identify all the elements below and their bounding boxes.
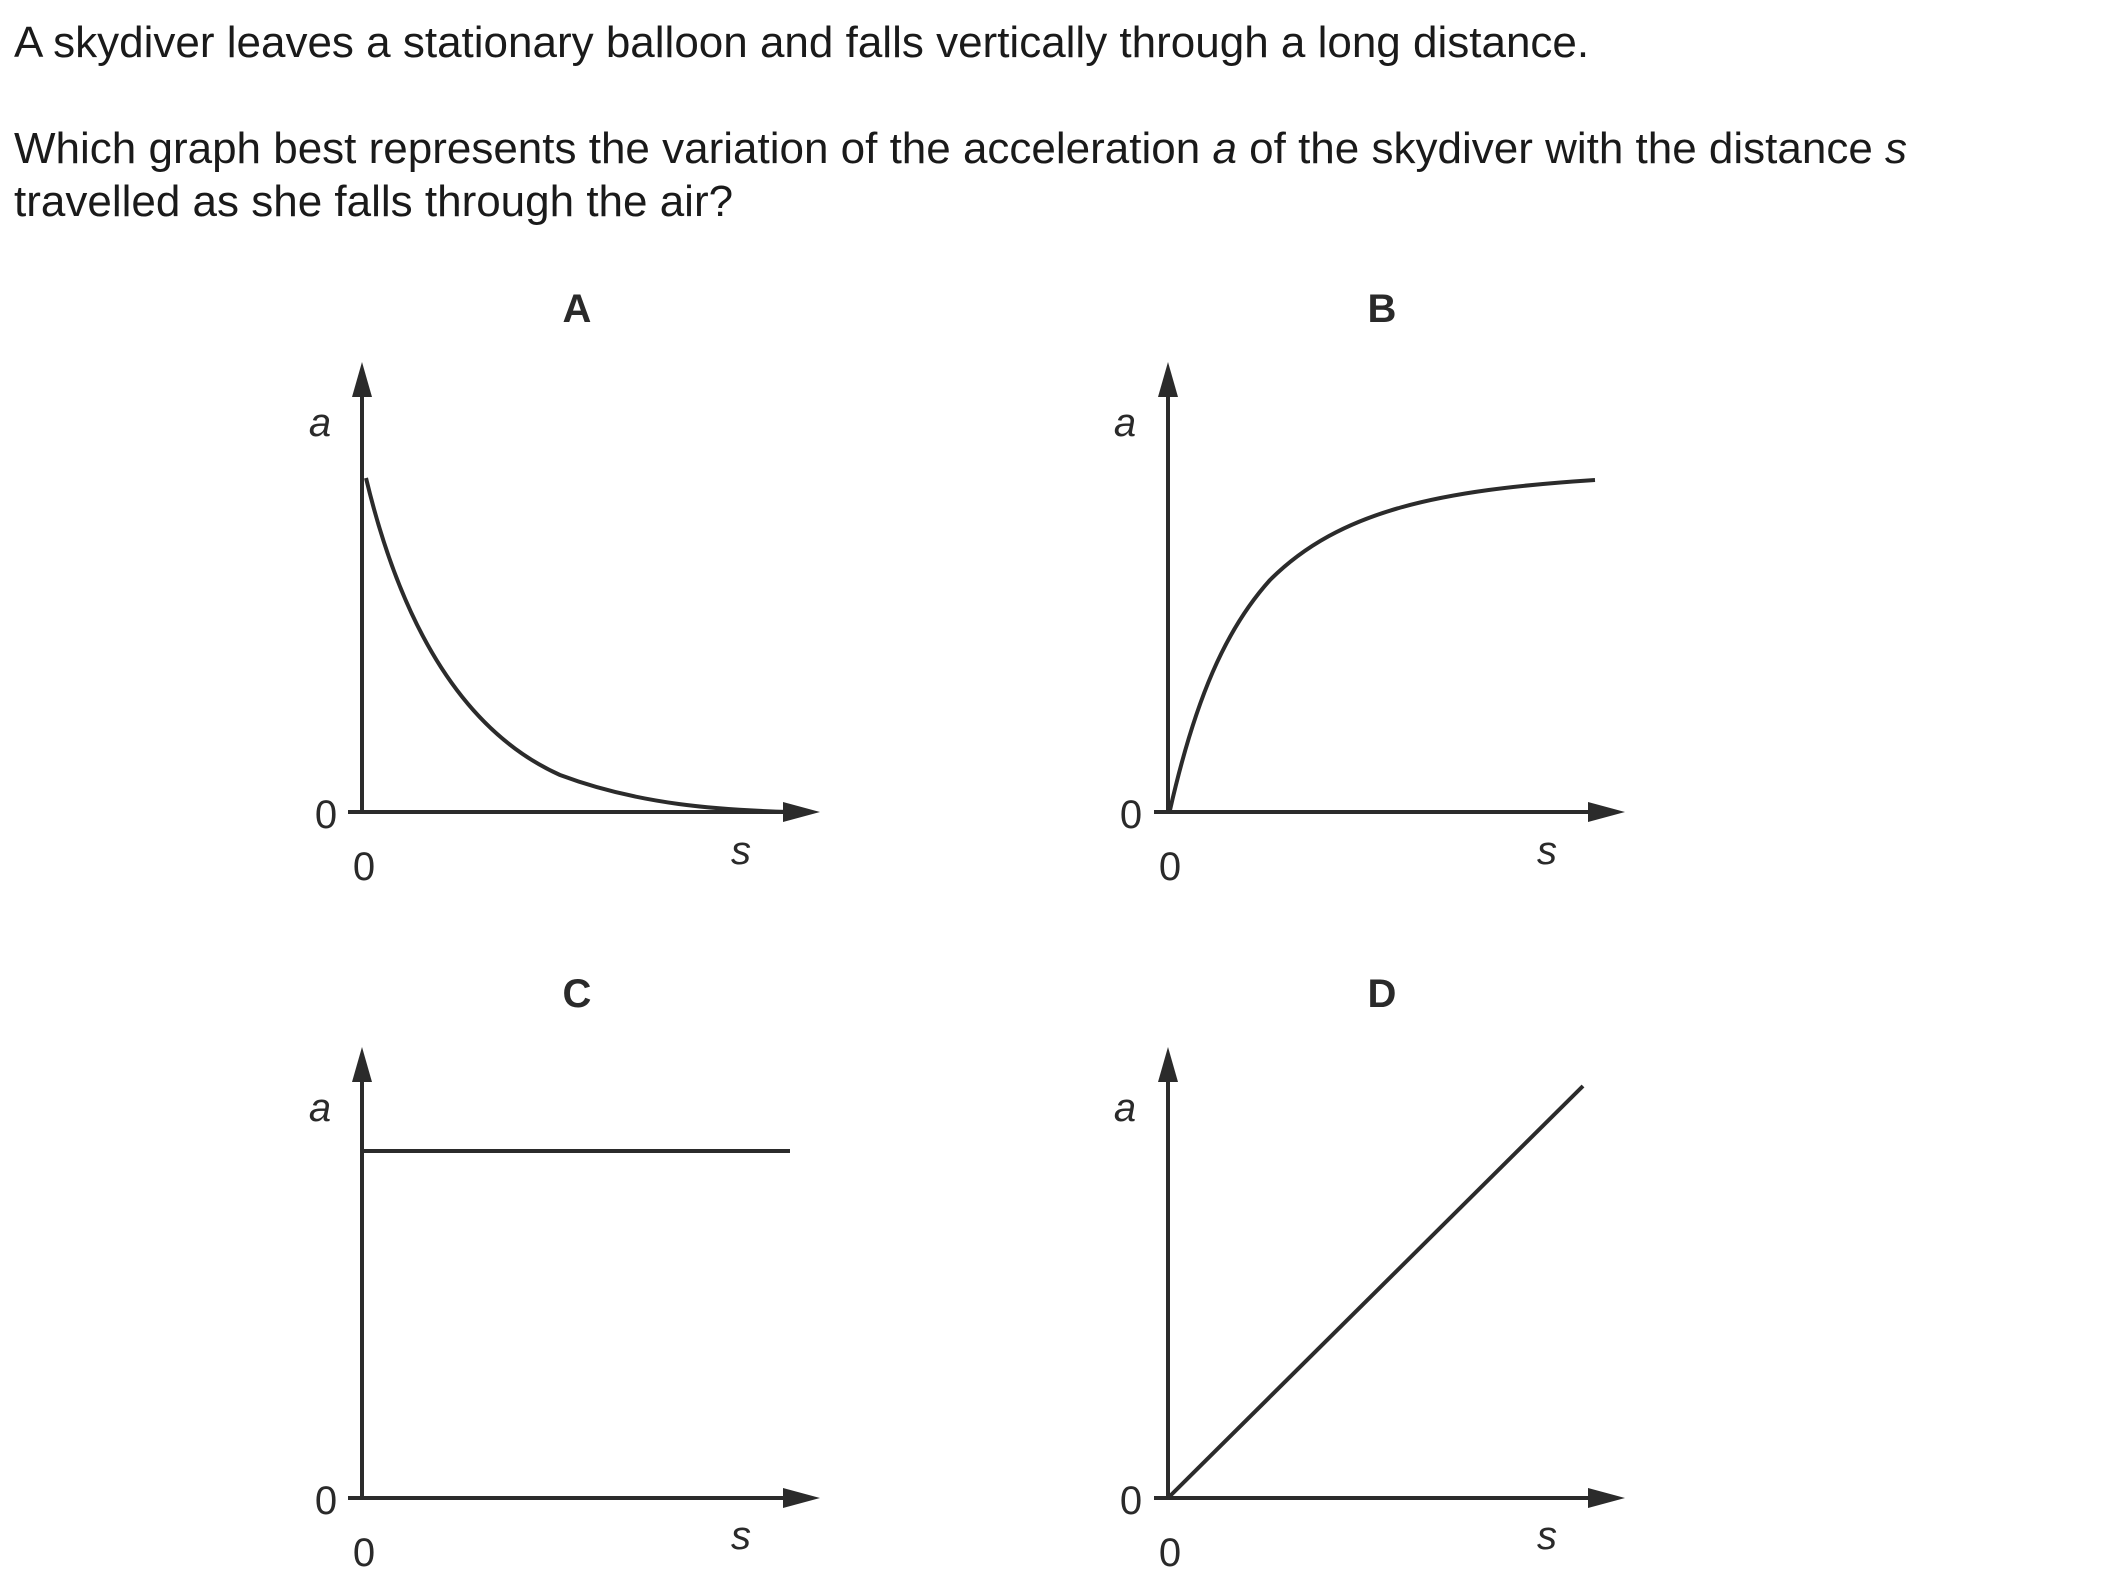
y-axis-arrow (352, 362, 372, 397)
x-axis-arrow (783, 1488, 820, 1508)
y-axis-arrow (352, 1047, 372, 1082)
option-letter-b: B (1368, 287, 1397, 331)
option-letter-a: A (563, 287, 592, 331)
x-axis-label: s (1537, 1514, 1557, 1558)
y-axis-label: a (1114, 401, 1136, 445)
y-origin-label: 0 (315, 793, 337, 837)
y-axis-arrow (1158, 362, 1178, 397)
x-axis-label: s (731, 1514, 751, 1558)
y-origin-label: 0 (1120, 793, 1142, 837)
x-origin-label: 0 (1159, 845, 1181, 889)
y-origin-label: 0 (1120, 1479, 1142, 1523)
x-axis-label: s (731, 829, 751, 873)
curve-rising (1168, 478, 1596, 811)
x-origin-label: 0 (353, 845, 375, 889)
option-letter-c: C (563, 972, 592, 1016)
y-axis-arrow (1158, 1047, 1178, 1082)
y-axis-label: a (309, 1086, 331, 1130)
question-line-2: Which graph best represents the variatio… (14, 122, 1907, 175)
x-axis-arrow (1588, 802, 1625, 822)
y-axis-label: a (1114, 1086, 1136, 1130)
variable-s: s (1885, 124, 1908, 173)
graph-d[interactable]: D a s 0 0 (1114, 972, 1625, 1575)
graph-b[interactable]: B a s 0 0 (1114, 287, 1625, 889)
x-origin-label: 0 (353, 1531, 375, 1575)
x-origin-label: 0 (1159, 1531, 1181, 1575)
curve-decay (364, 477, 791, 814)
option-letter-d: D (1368, 972, 1397, 1016)
question-line-1: A skydiver leaves a stationary balloon a… (14, 18, 1590, 67)
graph-c[interactable]: C a s 0 0 (309, 972, 820, 1575)
x-axis-arrow (1588, 1488, 1625, 1508)
question-text-part-1: Which graph best represents the variatio… (14, 124, 1213, 173)
y-origin-label: 0 (315, 1479, 337, 1523)
x-axis-label: s (1537, 829, 1557, 873)
variable-a: a (1212, 124, 1237, 173)
graph-a[interactable]: A a s 0 0 (309, 287, 820, 889)
y-axis-label: a (309, 401, 331, 445)
linear-line (1166, 1084, 1585, 1500)
x-axis-arrow (783, 802, 820, 822)
question-line-3: travelled as she falls through the air? (14, 177, 734, 226)
question-text-part-2: of the skydiver with the distance (1236, 124, 1886, 173)
